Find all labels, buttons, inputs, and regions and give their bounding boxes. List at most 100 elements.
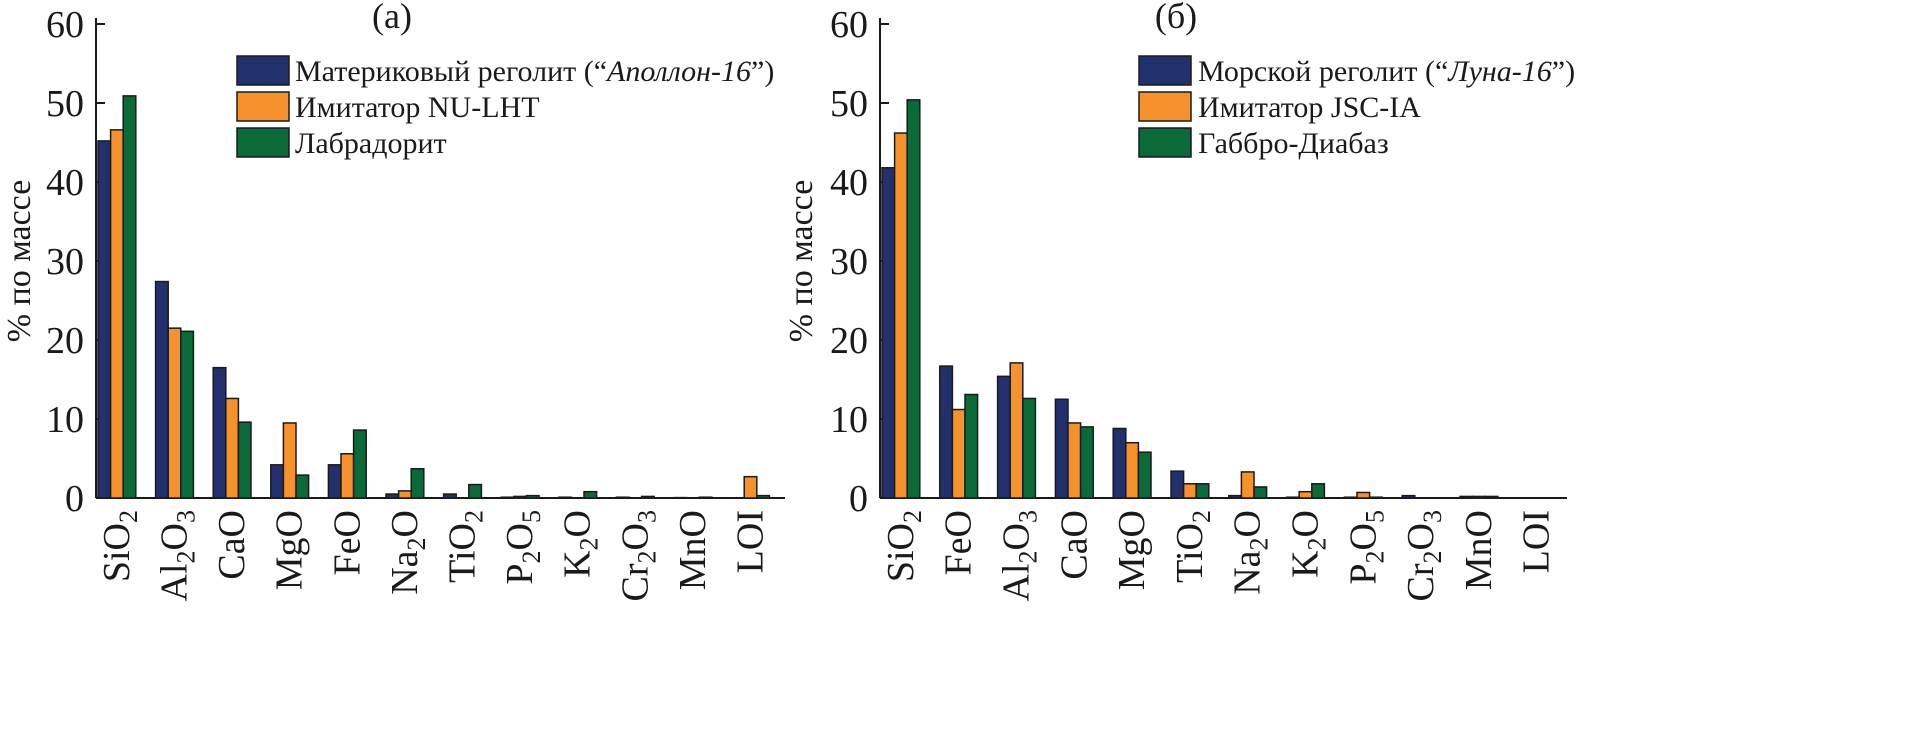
category-label: Al2O3 [154, 510, 201, 601]
bar [1081, 427, 1094, 498]
bar [1241, 472, 1254, 498]
category-label: LOI [730, 510, 772, 573]
y-axis-label: % по массе [783, 180, 820, 343]
bar [699, 497, 712, 498]
category-label: K2O [557, 510, 604, 578]
bar [1068, 423, 1081, 498]
legend: Материковый реголит (“Аполлон-16”)Имитат… [237, 55, 774, 160]
bar [444, 494, 457, 498]
bar [123, 96, 136, 498]
bar [1370, 497, 1383, 498]
legend-swatch [237, 128, 289, 157]
legend-entry: Габбро-Диабаз [1198, 127, 1389, 160]
legend-swatch [1139, 92, 1191, 121]
bar [213, 368, 226, 498]
category-label: MnO [672, 510, 714, 590]
y-tick-label: 10 [830, 399, 868, 441]
category-label: P2O5 [1342, 510, 1389, 585]
category-label: MgO [269, 510, 311, 590]
bar [501, 497, 514, 498]
bar [386, 494, 399, 498]
bar [1287, 497, 1300, 498]
bar [411, 469, 424, 498]
category-label: MgO [1111, 510, 1153, 590]
bar [616, 497, 629, 498]
category-label: Na2O [384, 510, 431, 595]
legend-entry: Морской реголит (“Луна-16”) [1198, 55, 1575, 88]
category-label: Cr2O3 [614, 510, 661, 601]
bar [283, 423, 296, 498]
bar [757, 496, 770, 498]
category-label: LOI [1516, 510, 1558, 573]
bar [526, 496, 539, 498]
bar [98, 141, 111, 498]
category-label: SiO2 [880, 510, 927, 582]
category-label: Cr2O3 [1400, 510, 1447, 601]
bar [1184, 484, 1197, 498]
bar [1010, 363, 1023, 498]
bar [744, 477, 757, 498]
category-label: Al2O3 [996, 510, 1043, 601]
bar [354, 430, 367, 498]
bar [1126, 443, 1139, 498]
bar [341, 454, 354, 498]
bar [514, 496, 527, 498]
bar [642, 496, 655, 498]
category-label: Na2O [1227, 510, 1274, 595]
category-label: SiO2 [96, 510, 143, 582]
bar [226, 398, 239, 498]
bar [1055, 399, 1068, 498]
bar [469, 485, 482, 498]
y-tick-label: 20 [46, 320, 84, 362]
y-tick-label: 30 [46, 241, 84, 283]
y-tick-label: 0 [65, 478, 84, 520]
category-label: TiO2 [1169, 510, 1216, 583]
bar [399, 491, 412, 498]
legend: Морской реголит (“Луна-16”)Имитатор JSC-… [1139, 55, 1575, 160]
bar [1254, 487, 1267, 498]
panel-title: (б) [1155, 0, 1197, 36]
y-tick-label: 10 [46, 399, 84, 441]
bar [1229, 496, 1242, 498]
bar [1171, 471, 1184, 498]
y-axis-label: % по массе [1, 180, 38, 343]
bar [882, 168, 895, 498]
legend-entry: Имитатор JSC-IA [1198, 91, 1421, 124]
y-tick-label: 30 [830, 241, 868, 283]
bar [895, 133, 908, 498]
legend-swatch [237, 56, 289, 85]
category-label: FeO [326, 510, 368, 575]
bar [1473, 496, 1486, 498]
bar [1460, 496, 1473, 498]
category-label: TiO2 [442, 510, 489, 583]
bar [296, 475, 309, 498]
category-label: MnO [1458, 510, 1500, 590]
category-label: P2O5 [499, 510, 546, 585]
legend-entry: Материковый реголит (“Аполлон-16”) [295, 55, 774, 88]
legend-entry: Имитатор NU-LHT [295, 91, 540, 124]
bar [1113, 428, 1126, 498]
bar [584, 492, 597, 498]
category-label: CaO [1053, 510, 1095, 580]
y-tick-label: 50 [46, 83, 84, 125]
bar [1312, 484, 1325, 498]
bar [1485, 496, 1498, 498]
legend-swatch [237, 92, 289, 121]
bar [559, 497, 572, 498]
bar [965, 395, 978, 498]
bar [111, 130, 124, 498]
category-label: FeO [938, 510, 980, 575]
y-tick-label: 50 [830, 83, 868, 125]
bar [952, 410, 965, 498]
bar [238, 422, 251, 498]
panel-title: (а) [372, 0, 412, 36]
category-label: CaO [211, 510, 253, 580]
y-tick-label: 60 [46, 4, 84, 46]
bar [271, 465, 284, 498]
legend-swatch [1139, 56, 1191, 85]
category-label: K2O [1285, 510, 1332, 578]
y-tick-label: 0 [849, 478, 868, 520]
